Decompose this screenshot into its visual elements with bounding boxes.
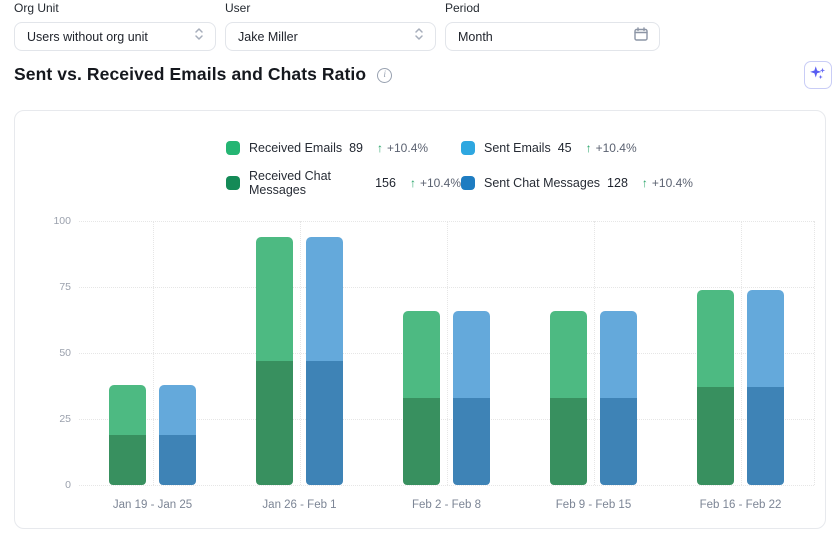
plot-edge-gridline [814,221,815,485]
legend-label: Sent Emails [484,140,551,155]
y-axis-tick-label: 100 [53,215,71,227]
legend-value: 156 [375,175,396,190]
legend-item-sent-emails[interactable]: Sent Emails 45 ↑ +10.4% [461,140,693,155]
bar-segment-sent-emails [306,236,343,361]
stacked-bar-sent [453,310,490,485]
org-unit-value: Users without org unit [27,29,148,44]
legend-value: 45 [557,140,572,155]
bar-segment-received-emails [403,310,440,398]
legend-swatch [461,140,475,155]
sparkles-icon [809,64,827,87]
bar-segment-sent-emails [600,310,637,398]
legend-item-received-emails[interactable]: Received Emails 89 ↑ +10.4% [226,140,461,155]
chevron-up-down-icon [413,26,425,47]
user-value: Jake Miller [238,29,298,44]
legend-item-sent-chats[interactable]: Sent Chat Messages 128 ↑ +10.4% [461,175,693,190]
category-gridline [152,221,154,485]
bar-segment-received-chat-messages [697,387,734,485]
bar-segment-received-chat-messages [550,397,587,485]
x-axis-label: Feb 2 - Feb 8 [411,499,482,511]
bar-segment-received-emails [109,384,146,435]
bar-segment-sent-emails [747,289,784,388]
legend-swatch [226,175,240,190]
user-label: User [225,1,251,15]
period-input[interactable]: Month [445,22,660,51]
bar-segment-received-emails [697,289,734,388]
category-gridline [446,221,448,485]
stacked-bar-sent [306,236,343,485]
legend-swatch [226,140,240,155]
legend-item-received-chats[interactable]: Received Chat Messages 156 ↑ +10.4% [226,169,461,197]
trend-delta: +10.4% [651,175,693,190]
bar-chart-plot-area: 0 25 50 75 100 Jan 19 - Jan 25 Jan 26 - Feb 1 F… [53,215,815,511]
stacked-bar-received [697,289,734,485]
stacked-bar-sent [747,289,784,485]
bar-segment-received-chat-messages [109,434,146,485]
bar-segment-sent-chat-messages [453,397,490,485]
trend-delta: +10.4% [387,140,429,155]
stacked-bar-received [403,310,440,485]
category-gridline [593,221,595,485]
trend-delta: +10.4% [595,140,637,155]
chart-card: Received Emails 89 ↑ +10.4% Sent Emails 4… [14,110,826,529]
category-gridline [299,221,301,485]
stacked-bar-received [256,236,293,485]
x-axis-label: Jan 26 - Feb 1 [262,499,337,511]
info-icon[interactable]: i [377,68,393,83]
legend-value: 128 [607,175,628,190]
y-axis-tick-label: 0 [65,479,71,491]
chevron-up-down-icon [193,26,205,47]
category-gridline [740,221,742,485]
y-axis-tick-label: 25 [59,413,71,425]
x-axis-label: Feb 9 - Feb 15 [555,499,632,511]
stacked-bar-received [109,384,146,485]
org-unit-select[interactable]: Users without org unit [14,22,216,51]
legend-label: Sent Chat Messages [484,175,601,190]
legend-swatch [461,175,475,190]
bar-segment-sent-chat-messages [747,387,784,485]
bar-segment-received-emails [550,310,587,398]
bar-segment-sent-emails [159,384,196,435]
ai-insights-button[interactable] [804,61,832,89]
bar-segment-received-chat-messages [403,397,440,485]
trend-up-icon: ↑ [641,175,648,190]
trend-up-icon: ↑ [409,175,416,190]
stacked-bar-sent [600,310,637,485]
user-select[interactable]: Jake Miller [225,22,436,51]
legend-label: Received Emails [249,140,343,155]
page-title: Sent vs. Received Emails and Chats Ratio [14,64,367,84]
calendar-icon [633,26,649,47]
y-gridline [79,485,814,486]
x-axis-label: Feb 16 - Feb 22 [699,499,782,511]
period-filter: Period Month [445,1,660,51]
stacked-bar-sent [159,384,196,485]
bar-segment-sent-emails [453,310,490,398]
user-filter: User Jake Miller [225,1,436,51]
y-axis-tick-label: 75 [59,281,71,293]
bar-segment-received-chat-messages [256,360,293,485]
org-unit-filter: Org Unit Users without org unit [14,1,216,51]
org-unit-label: Org Unit [14,1,59,15]
bar-segment-sent-chat-messages [600,397,637,485]
legend-value: 89 [349,140,363,155]
y-axis-tick-label: 50 [59,347,71,359]
legend-label: Received Chat Messages [249,168,331,197]
bar-segment-received-emails [256,236,293,361]
chart-legend: Received Emails 89 ↑ +10.4% Sent Emails 4… [226,140,693,197]
period-label: Period [445,1,480,15]
period-value: Month [458,29,493,44]
trend-up-icon: ↑ [585,140,592,155]
bar-segment-sent-chat-messages [306,360,343,485]
stacked-bar-received [550,310,587,485]
trend-up-icon: ↑ [377,140,383,155]
x-axis-label: Jan 19 - Jan 25 [112,499,193,511]
chart-header: Sent vs. Received Emails and Chats Ratio… [14,64,393,85]
trend-delta: +10.4% [419,175,461,190]
bar-segment-sent-chat-messages [159,434,196,485]
